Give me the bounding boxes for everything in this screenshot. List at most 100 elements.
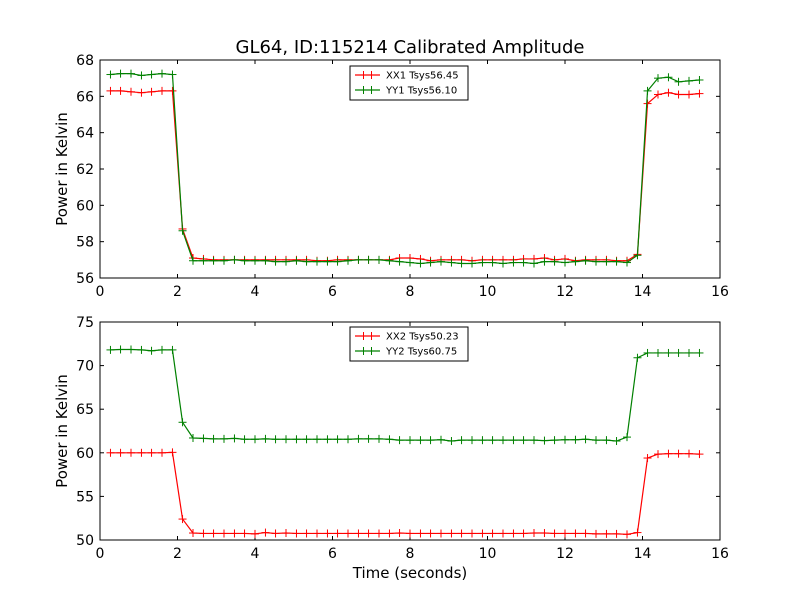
- data-point: [674, 77, 683, 86]
- data-point: [654, 90, 662, 99]
- data-point: [623, 258, 631, 267]
- data-point: [364, 434, 373, 443]
- data-point: [540, 257, 549, 266]
- x-tick-label: 16: [711, 284, 729, 300]
- data-point: [375, 255, 383, 264]
- data-point: [313, 435, 321, 444]
- data-point: [664, 348, 673, 357]
- data-point: [292, 435, 301, 444]
- data-point: [561, 529, 569, 538]
- x-tick-label: 2: [173, 284, 182, 300]
- data-point: [592, 529, 600, 538]
- data-point: [519, 258, 528, 267]
- data-point: [209, 434, 218, 443]
- data-point: [499, 259, 507, 268]
- x-tick-label: 6: [328, 546, 337, 562]
- data-point: [406, 436, 414, 445]
- x-tick-label: 4: [251, 284, 260, 300]
- data-point: [106, 448, 115, 457]
- data-point: [230, 255, 239, 264]
- y-tick-label: 65: [76, 402, 94, 418]
- data-point: [426, 258, 435, 267]
- data-point: [571, 435, 580, 444]
- data-point: [550, 436, 559, 445]
- data-point: [375, 529, 383, 538]
- data-point: [116, 448, 125, 457]
- data-point: [664, 73, 673, 82]
- x-tick-label: 14: [634, 546, 652, 562]
- data-point: [519, 436, 528, 445]
- data-point: [623, 433, 631, 442]
- data-point: [643, 86, 652, 95]
- x-tick-label: 8: [406, 284, 415, 300]
- data-point: [168, 86, 177, 95]
- data-point: [292, 529, 301, 538]
- data-point: [189, 256, 197, 265]
- data-point: [302, 529, 311, 538]
- data-point: [478, 529, 487, 538]
- data-point: [602, 436, 611, 445]
- data-point: [571, 257, 580, 266]
- data-point: [344, 435, 352, 444]
- data-point: [509, 529, 518, 538]
- data-point: [633, 251, 642, 260]
- data-point: [437, 529, 445, 538]
- data-point: [220, 256, 228, 265]
- data-point: [158, 86, 166, 95]
- data-point: [354, 434, 363, 443]
- data-point: [106, 345, 115, 354]
- y-tick-label: 70: [76, 359, 94, 375]
- data-point: [199, 434, 208, 443]
- data-point: [385, 435, 394, 444]
- y-tick-label: 66: [76, 89, 94, 105]
- data-point: [385, 529, 394, 538]
- y-tick-label: 64: [76, 126, 94, 142]
- y-axis-label: Power in Kelvin: [53, 374, 71, 488]
- data-point: [178, 515, 187, 524]
- data-point: [116, 69, 125, 78]
- data-point: [230, 529, 239, 538]
- data-point: [447, 437, 456, 446]
- data-point: [654, 74, 662, 83]
- data-point: [592, 436, 600, 445]
- data-point: [612, 257, 621, 266]
- data-point: [116, 345, 125, 354]
- data-point: [147, 448, 156, 457]
- data-point: [447, 258, 456, 267]
- legend-box: [349, 65, 469, 101]
- data-point: [240, 256, 249, 265]
- data-point: [509, 436, 518, 445]
- data-point: [209, 529, 218, 538]
- data-point: [685, 348, 693, 357]
- data-point: [127, 448, 135, 457]
- y-tick-label: 56: [76, 271, 94, 287]
- data-point: [550, 257, 559, 266]
- data-point: [137, 345, 146, 354]
- data-point: [416, 259, 425, 268]
- data-point: [220, 529, 228, 538]
- legend-label: XX1 Tsys56.45: [386, 71, 459, 82]
- y-tick-label: 55: [76, 489, 94, 505]
- data-point: [395, 436, 404, 445]
- data-point: [561, 435, 569, 444]
- series-line-2: [110, 348, 700, 442]
- data-point: [261, 256, 270, 265]
- data-point: [158, 345, 166, 354]
- data-point: [530, 436, 538, 445]
- data-point: [633, 353, 642, 362]
- x-tick-label: 16: [711, 546, 729, 562]
- data-point: [478, 436, 487, 445]
- data-point: [251, 256, 259, 265]
- data-point: [271, 435, 280, 444]
- x-tick-label: 0: [96, 546, 105, 562]
- data-point: [395, 257, 404, 266]
- data-point: [695, 75, 704, 84]
- data-point: [457, 259, 466, 268]
- y-tick-label: 50: [76, 533, 94, 549]
- legend-label: YY2 Tsys60.75: [385, 347, 457, 358]
- data-point: [178, 418, 187, 427]
- data-point: [158, 69, 166, 78]
- data-point: [654, 348, 662, 357]
